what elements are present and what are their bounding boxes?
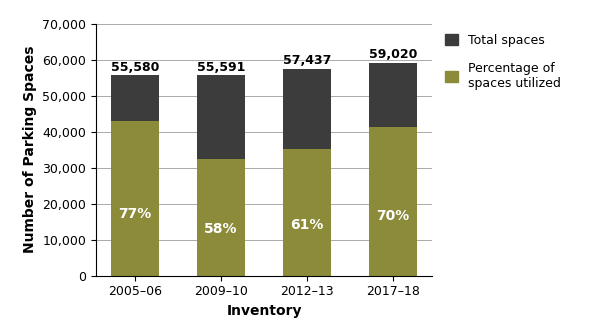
Text: 59,020: 59,020 [369, 48, 417, 61]
Text: 58%: 58% [204, 222, 238, 236]
Text: 55,591: 55,591 [197, 60, 245, 74]
Y-axis label: Number of Parking Spaces: Number of Parking Spaces [23, 46, 37, 253]
Text: 77%: 77% [118, 207, 152, 221]
Bar [370, 63, 417, 127]
Text: 61%: 61% [290, 218, 324, 232]
X-axis label: Inventory: Inventory [226, 304, 302, 318]
Bar [370, 127, 417, 276]
Text: 55,580: 55,580 [111, 60, 159, 74]
Bar [197, 75, 245, 160]
Bar [111, 121, 158, 276]
Bar [111, 76, 158, 121]
Bar [283, 69, 331, 150]
Text: 70%: 70% [376, 209, 410, 223]
Bar [197, 160, 245, 276]
Legend: Total spaces, Percentage of
spaces utilized: Total spaces, Percentage of spaces utili… [442, 30, 565, 93]
Text: 57,437: 57,437 [283, 54, 331, 67]
Bar [283, 150, 331, 276]
